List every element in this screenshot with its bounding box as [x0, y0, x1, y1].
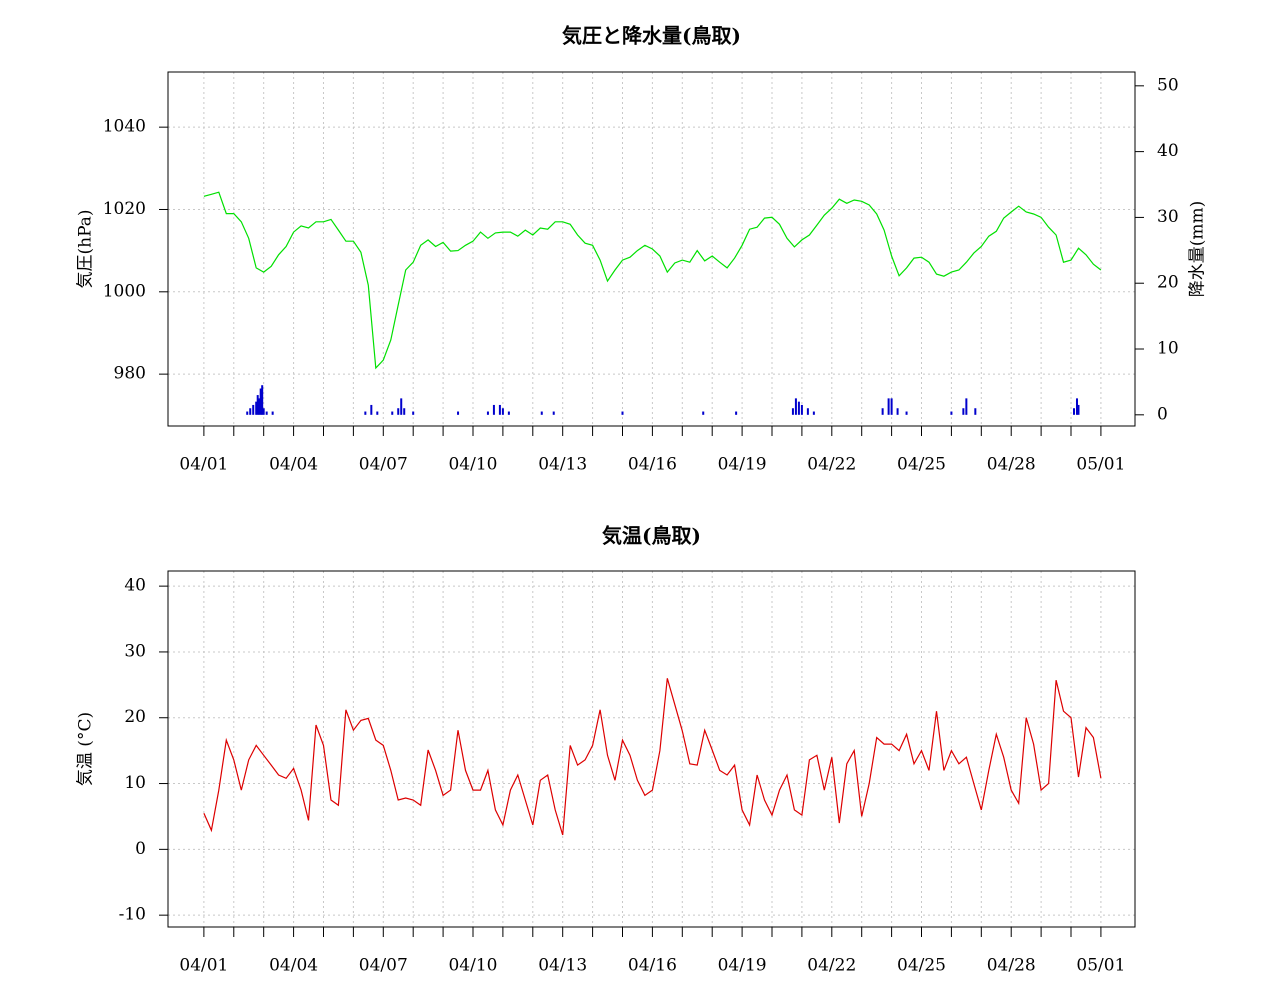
precip-bar [403, 408, 406, 415]
precip-bar [887, 398, 890, 415]
precip-bar [376, 411, 379, 415]
x-tick-label: 04/01 [179, 455, 228, 475]
precip-bar [800, 404, 803, 415]
x-tick-label: 04/28 [987, 455, 1036, 475]
y-tick-label: 0 [135, 839, 146, 859]
x-tick-label: 04/07 [359, 455, 408, 475]
precip-bar [246, 411, 249, 415]
x-tick-label: 04/13 [538, 956, 587, 976]
y2-tick-label: 50 [1157, 75, 1179, 95]
precip-bar [812, 411, 815, 415]
precip-bar [252, 404, 255, 415]
precip-bar [259, 388, 262, 415]
x-tick-label: 04/22 [807, 455, 856, 475]
y2-tick-label: 40 [1157, 141, 1179, 161]
precip-bar [258, 398, 261, 415]
precip-bar [950, 411, 953, 415]
precip-bar [262, 408, 265, 415]
precip-bar [501, 408, 504, 415]
x-tick-label: 04/22 [807, 956, 856, 976]
x-tick-label: 04/04 [269, 956, 318, 976]
precip-bar [806, 408, 809, 415]
x-tick-label: 04/01 [179, 956, 228, 976]
precip-bar [974, 408, 977, 415]
y2-tick-label: 10 [1157, 339, 1179, 359]
x-tick-label: 04/07 [359, 956, 408, 976]
precip-bar [965, 398, 968, 415]
precip-bar [457, 411, 460, 415]
precip-bar [905, 411, 908, 415]
precip-bar [370, 404, 373, 415]
precip-bar [896, 408, 899, 415]
precip-bar [412, 411, 415, 415]
y-tick-label: 1040 [103, 117, 146, 137]
y2-tick-label: 20 [1157, 273, 1179, 293]
x-tick-label: 04/16 [628, 455, 677, 475]
y-tick-label: 1000 [103, 281, 146, 301]
y-axis-label: 気圧(hPa) [76, 209, 96, 288]
x-tick-label: 05/01 [1076, 956, 1125, 976]
y-tick-label: 1020 [103, 199, 146, 219]
plot-frame [167, 570, 1136, 928]
precip-bar [791, 408, 794, 415]
precip-bar [249, 408, 252, 415]
x-tick-label: 04/25 [897, 956, 946, 976]
y-tick-label: 40 [124, 576, 146, 596]
x-tick-label: 04/04 [269, 455, 318, 475]
precip-bar [1073, 408, 1076, 415]
precip-bar [881, 408, 884, 415]
precip-bar [391, 411, 394, 415]
precip-bar [702, 411, 705, 415]
x-tick-label: 04/19 [718, 956, 767, 976]
precip-bar [261, 385, 264, 415]
precip-bar [265, 411, 268, 415]
y-tick-label: -10 [119, 905, 146, 925]
precip-bar [552, 411, 555, 415]
y-tick-label: 30 [124, 641, 146, 661]
y2-tick-label: 30 [1157, 207, 1179, 227]
x-tick-label: 04/10 [448, 956, 497, 976]
precip-bar [364, 411, 367, 415]
x-tick-label: 05/01 [1076, 455, 1125, 475]
chart-title: 気温(鳥取) [602, 524, 701, 548]
precip-bar [271, 411, 274, 415]
y2-tick-label: 0 [1157, 404, 1168, 424]
x-tick-label: 04/25 [897, 455, 946, 475]
precip-bar [1077, 404, 1080, 415]
x-tick-label: 04/19 [718, 455, 767, 475]
precip-bar [397, 408, 400, 415]
precip-bar [1075, 398, 1078, 415]
precip-bar [735, 411, 738, 415]
precip-bar [507, 411, 510, 415]
x-tick-label: 04/13 [538, 455, 587, 475]
y2-axis-label: 降水量(mm) [1188, 201, 1208, 298]
y-tick-label: 20 [124, 707, 146, 727]
precip-bar [400, 398, 403, 415]
precip-bar [794, 398, 797, 415]
precip-bar [498, 404, 501, 415]
precip-bar [255, 401, 258, 415]
chart-title: 気圧と降水量(鳥取) [562, 24, 741, 48]
y-axis-label: 気温 (°C) [76, 712, 96, 786]
precip-bar [621, 411, 624, 415]
plot-frame [167, 71, 1136, 427]
precip-bar [962, 408, 965, 415]
data-line [203, 191, 1102, 370]
data-line [203, 678, 1102, 836]
x-tick-label: 04/10 [448, 455, 497, 475]
y-tick-label: 10 [124, 773, 146, 793]
precip-bar [540, 411, 543, 415]
precip-bar [890, 398, 893, 415]
x-tick-label: 04/16 [628, 956, 677, 976]
precip-bar [486, 411, 489, 415]
y-tick-label: 980 [114, 364, 146, 384]
precip-bar [797, 401, 800, 415]
precip-bar [256, 395, 259, 415]
precip-bar [492, 404, 495, 415]
x-tick-label: 04/28 [987, 956, 1036, 976]
